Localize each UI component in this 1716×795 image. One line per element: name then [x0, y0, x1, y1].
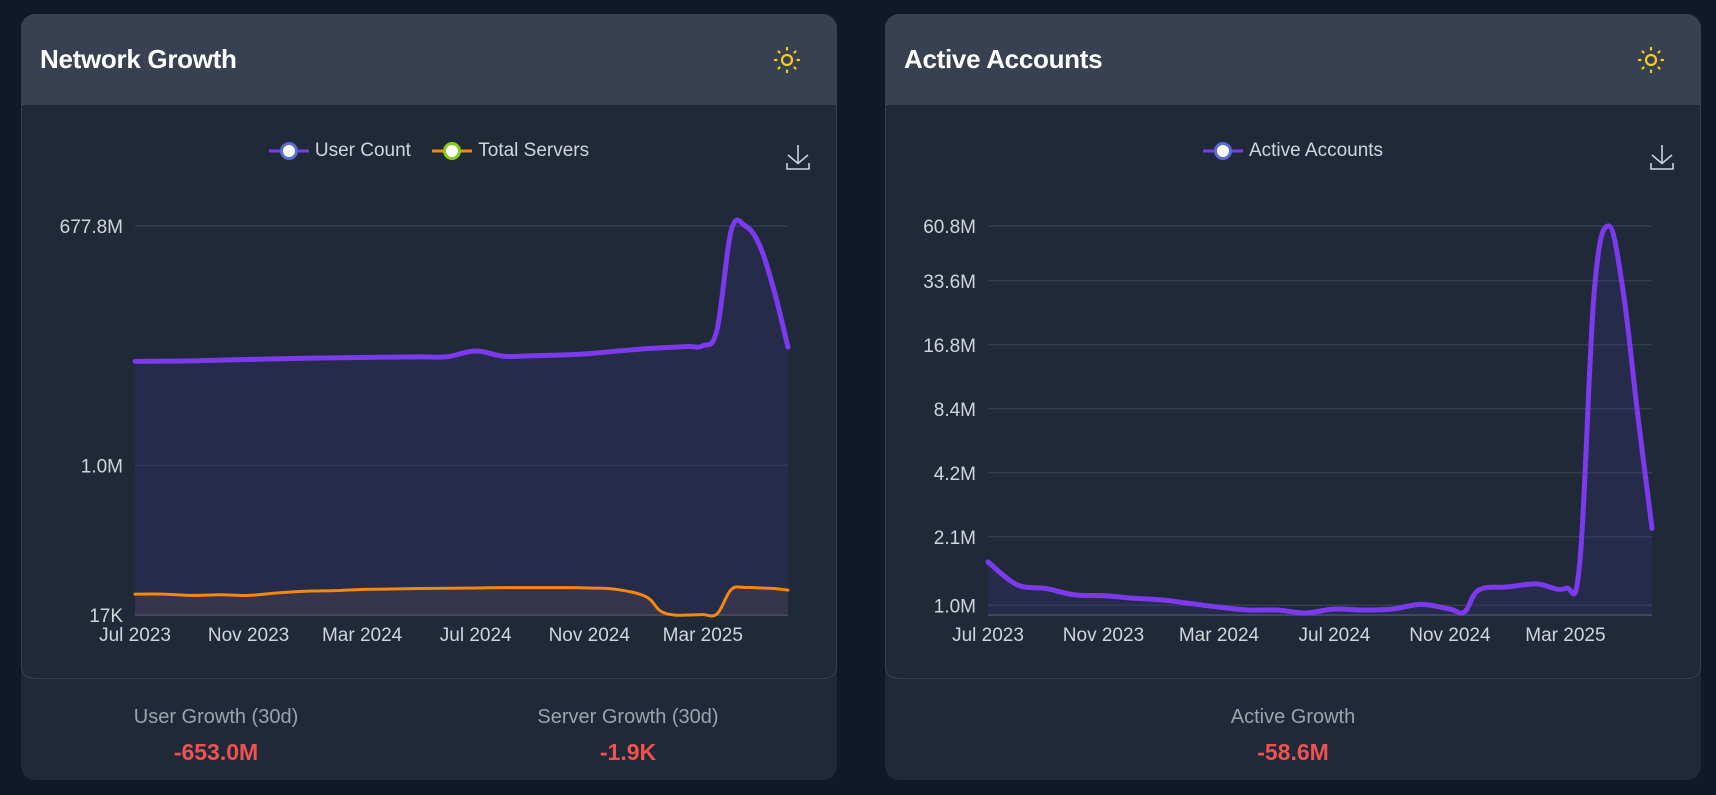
card-title: Network Growth — [40, 44, 237, 74]
stat-label: Server Growth (30d) — [537, 706, 719, 728]
legend-label: User Count — [314, 140, 411, 161]
stat-server-growth: Server Growth (30d) -1.9K — [478, 706, 778, 766]
stat-active-growth: Active Growth -58.6M — [1143, 706, 1443, 766]
x-tick-label: Jul 2023 — [952, 625, 1024, 646]
download-icon — [1650, 145, 1674, 170]
x-tick-label: Jul 2023 — [99, 625, 171, 646]
y-tick-label: 677.8M — [60, 217, 123, 238]
active-accounts-card: Active Accounts 1.0M 2.1M 4.2M 8.4M 16.8M 33.… — [885, 14, 1701, 780]
stat-value: -58.6M — [1257, 739, 1329, 765]
stat-value: -653.0M — [173, 739, 259, 765]
y-tick-label: 2.1M — [934, 528, 976, 549]
card-title: Active Accounts — [904, 44, 1103, 74]
y-tick-label: 1.0M — [934, 596, 976, 617]
series-line-total-servers — [133, 585, 790, 618]
x-tick-label: Nov 2024 — [1409, 625, 1491, 646]
chart-legend: Active Accounts — [885, 140, 1701, 167]
network-growth-card: Network Growth 17K 1.0M 677.8M Jul 2023 Nov … — [21, 14, 837, 780]
stat-label: User Growth (30d) — [133, 706, 299, 728]
theme-toggle-button[interactable] — [773, 46, 801, 74]
stat-value: -1.9K — [599, 739, 657, 765]
download-icon — [786, 145, 810, 170]
x-tick-label: Nov 2023 — [1063, 625, 1144, 646]
y-tick-label: 8.4M — [934, 400, 976, 421]
legend-marker-icon — [1202, 142, 1243, 160]
chart-panel — [21, 105, 837, 679]
legend-label: Active Accounts — [1248, 140, 1384, 161]
stat-label: Active Growth — [1230, 706, 1356, 728]
series-area — [988, 226, 1652, 615]
sun-icon — [773, 46, 801, 74]
legend-marker-icon — [432, 142, 473, 160]
y-tick-label: 60.8M — [923, 217, 976, 238]
stat-user-growth: User Growth (30d) -653.0M — [66, 706, 366, 766]
y-tick-label: 17K — [89, 606, 123, 627]
theme-toggle-button[interactable] — [1637, 46, 1665, 74]
x-tick-label: Nov 2023 — [208, 625, 289, 646]
x-tick-label: Jul 2024 — [440, 625, 512, 646]
y-tick-label: 1.0M — [81, 456, 123, 477]
legend-item-total-servers[interactable]: Total Servers — [432, 140, 589, 162]
series-line-active-accounts — [985, 223, 1655, 616]
x-tick-label: Nov 2024 — [549, 625, 631, 646]
y-tick-label: 16.8M — [923, 336, 976, 357]
network-growth-chart: 17K 1.0M 677.8M Jul 2023 Nov 2023 Mar 2024 Jul… — [60, 217, 791, 646]
series-area — [135, 220, 788, 615]
x-tick-label: Jul 2024 — [1299, 625, 1371, 646]
series-area — [135, 586, 788, 617]
legend-marker-icon — [268, 142, 309, 160]
card-header: Network Growth — [21, 14, 837, 105]
download-button[interactable] — [785, 144, 811, 172]
chart-legend: User Count Total Servers — [21, 140, 837, 167]
x-tick-label: Mar 2024 — [322, 625, 403, 646]
y-tick-label: 33.6M — [923, 272, 976, 293]
download-button[interactable] — [1649, 144, 1675, 172]
x-tick-label: Mar 2025 — [1525, 625, 1605, 646]
y-tick-label: 4.2M — [934, 464, 976, 485]
x-tick-label: Mar 2025 — [663, 625, 743, 646]
active-accounts-chart: 1.0M 2.1M 4.2M 8.4M 16.8M 33.6M 60.8M Jul 2023 N… — [923, 217, 1655, 646]
legend-item-user-count[interactable]: User Count — [268, 140, 411, 162]
legend-item-active-accounts[interactable]: Active Accounts — [1202, 140, 1384, 162]
sun-icon — [1637, 46, 1665, 74]
x-tick-label: Mar 2024 — [1179, 625, 1260, 646]
card-header: Active Accounts — [885, 14, 1701, 105]
legend-label: Total Servers — [478, 140, 590, 161]
chart-panel — [885, 105, 1701, 679]
series-line-user-count — [132, 217, 791, 364]
